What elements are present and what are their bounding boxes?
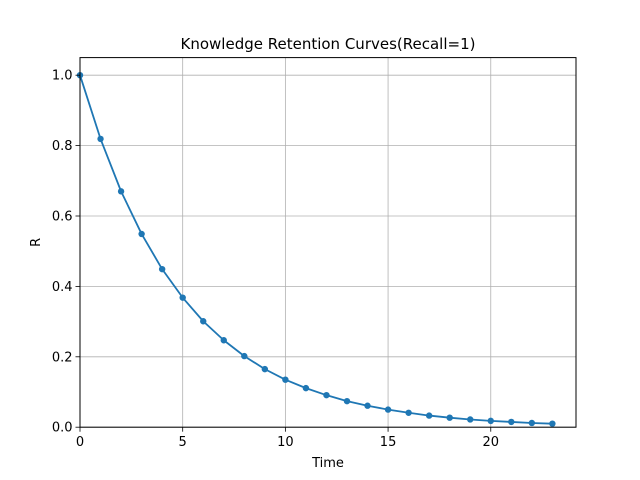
data-point bbox=[158, 265, 166, 273]
data-point bbox=[200, 318, 207, 325]
chart-title: Knowledge Retention Curves(Recall=1) bbox=[181, 35, 476, 53]
data-point bbox=[261, 365, 269, 373]
x-axis-label: Time bbox=[311, 456, 344, 471]
data-point bbox=[487, 417, 494, 425]
y-axis-label: R bbox=[29, 238, 44, 247]
x-tick-label: 5 bbox=[179, 435, 187, 450]
data-point bbox=[364, 402, 371, 409]
data-point bbox=[405, 409, 412, 416]
y-tick-label: 1.0 bbox=[52, 69, 73, 84]
x-tick-label: 20 bbox=[482, 435, 499, 450]
x-tick-label: 0 bbox=[76, 435, 84, 450]
y-tick-label: 0.6 bbox=[52, 210, 73, 225]
data-point bbox=[343, 397, 351, 405]
data-point bbox=[467, 416, 474, 423]
series-line bbox=[79, 74, 553, 425]
x-tick-label: 15 bbox=[380, 435, 397, 450]
data-point bbox=[425, 412, 433, 419]
data-series bbox=[76, 72, 556, 427]
x-tick-label: 10 bbox=[277, 435, 294, 450]
data-point bbox=[549, 420, 556, 427]
y-tick-label: 0.0 bbox=[52, 421, 73, 436]
data-point bbox=[323, 391, 330, 399]
data-point bbox=[117, 188, 125, 195]
y-tick-label: 0.4 bbox=[52, 280, 73, 295]
data-point bbox=[302, 384, 310, 392]
data-point bbox=[508, 418, 515, 426]
data-point bbox=[241, 352, 248, 360]
y-tick-label: 0.2 bbox=[52, 350, 73, 365]
plot-frame bbox=[79, 57, 577, 428]
data-point bbox=[282, 376, 289, 383]
axis-ticks: 0 5 10 15 20 0.0 0.2 0.4 0.6 0.8 1.0 bbox=[52, 69, 499, 451]
data-point bbox=[220, 337, 227, 344]
data-point bbox=[138, 230, 145, 238]
data-point bbox=[528, 419, 536, 427]
data-point bbox=[179, 294, 186, 301]
y-tick-label: 0.8 bbox=[52, 139, 73, 154]
data-point bbox=[384, 406, 392, 413]
data-point bbox=[97, 135, 104, 143]
data-point bbox=[446, 414, 453, 421]
